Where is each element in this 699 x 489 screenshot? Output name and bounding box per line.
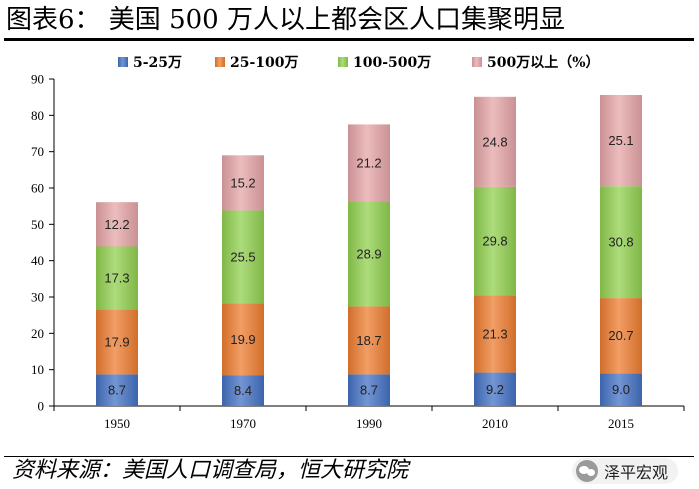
bar-segment	[222, 303, 264, 376]
data-label: 8.7	[108, 383, 126, 398]
legend-swatch	[215, 57, 225, 67]
data-label: 30.8	[608, 235, 633, 250]
y-tick-label: 40	[31, 253, 44, 268]
bar-segment	[222, 210, 264, 304]
bars	[96, 94, 642, 406]
chart-title: 图表6： 美国 500 万人以上都会区人口集聚明显	[6, 5, 565, 35]
data-label: 18.7	[356, 333, 381, 348]
data-label: 9.2	[486, 382, 504, 397]
x-tick-label: 1950	[104, 416, 130, 431]
y-tick-label: 60	[31, 181, 44, 196]
bar-segment	[348, 306, 390, 375]
bar-segment	[96, 246, 138, 310]
data-label: 19.9	[230, 332, 255, 347]
data-label: 21.2	[356, 155, 381, 170]
data-label: 17.9	[104, 334, 129, 349]
watermark-badge: 泽平宏观	[572, 458, 679, 484]
data-label: 20.7	[608, 328, 633, 343]
legend-swatch	[338, 57, 348, 67]
bar-segment	[348, 374, 390, 406]
legend-label: 25-100万	[230, 55, 299, 71]
legend: 5-25万 25-100万 100-500万 500万以上（%）	[118, 55, 600, 71]
legend-label: 100-500万	[353, 55, 431, 71]
bar-segment	[600, 373, 642, 406]
data-label: 29.8	[482, 234, 507, 249]
y-tick-label: 80	[31, 108, 44, 123]
data-label: 17.3	[104, 270, 129, 285]
footer-divider	[4, 456, 694, 457]
bar-segment	[474, 372, 516, 406]
y-tick-label: 90	[31, 72, 44, 87]
stacked-bar-chart: 5-25万 25-100万 100-500万 500万以上（%） 0 10 20 30 40 5…	[31, 55, 685, 431]
y-tick-label: 30	[31, 290, 44, 305]
bar-segment	[474, 295, 516, 373]
bar-segment	[96, 309, 138, 375]
data-label: 25.1	[608, 133, 633, 148]
y-tick-label: 10	[31, 362, 44, 377]
y-tick-label: 70	[31, 144, 44, 159]
x-tick-label: 1970	[230, 416, 256, 431]
x-tick-label: 2010	[482, 416, 508, 431]
watermark-text: 泽平宏观	[604, 463, 669, 482]
data-label: 28.9	[356, 246, 381, 261]
source-note: 资料来源：美国人口调查局，恒大研究院	[12, 458, 409, 483]
bar-segment	[348, 124, 390, 202]
bar-segment	[348, 201, 390, 307]
bar-segment	[474, 96, 516, 187]
y-tick-label: 50	[31, 217, 44, 232]
bar-segment	[474, 186, 516, 296]
data-label: 9.0	[612, 382, 630, 397]
y-tick-label: 0	[38, 399, 45, 414]
title-divider	[4, 38, 694, 41]
axes: 0 10 20 30 40 50 60 70 80 90 1950 1970 1990 2010 2015	[31, 72, 685, 431]
bar-segment	[222, 155, 264, 211]
bar-segment	[222, 375, 264, 406]
legend-label: 500万以上（%）	[487, 55, 600, 71]
bar-segment	[96, 202, 138, 247]
bar-segment	[600, 298, 642, 374]
data-label: 8.7	[360, 383, 378, 398]
x-tick-label: 1990	[356, 416, 382, 431]
data-label: 12.2	[104, 217, 129, 232]
bar-segment	[96, 374, 138, 406]
data-label: 24.8	[482, 134, 507, 149]
legend-label: 5-25万	[133, 55, 182, 71]
x-tick-label: 2015	[608, 416, 634, 431]
data-label: 25.5	[230, 249, 255, 264]
bar-segment	[600, 186, 642, 299]
y-tick-label: 20	[31, 326, 44, 341]
data-label: 15.2	[230, 175, 255, 190]
bar-segment	[600, 94, 642, 187]
chat-icon	[576, 460, 598, 482]
data-labels: 8.7 17.9 17.3 12.2 8.4 19.9 25.5 15.2 8.7 18.7 28.…	[104, 133, 633, 398]
legend-swatch	[472, 57, 482, 67]
data-label: 8.4	[234, 383, 252, 398]
data-label: 21.3	[482, 326, 507, 341]
legend-swatch	[118, 57, 128, 67]
